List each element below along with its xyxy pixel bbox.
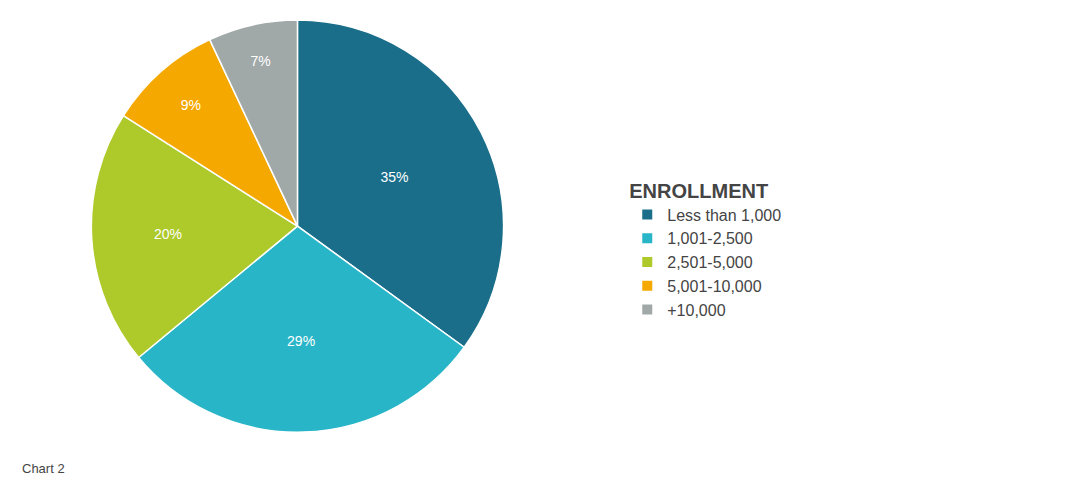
svg-text:Chart 2: Chart 2 [22,461,65,476]
svg-text:Less than 1,000: Less than 1,000 [667,207,781,224]
svg-text:29%: 29% [287,333,315,349]
svg-text:9%: 9% [181,97,201,113]
svg-text:ENROLLMENT: ENROLLMENT [629,180,768,202]
svg-text:20%: 20% [154,226,182,242]
svg-text:5,001-10,000: 5,001-10,000 [667,278,761,295]
svg-text:1,001-2,500: 1,001-2,500 [667,230,753,247]
svg-text:7%: 7% [250,53,270,69]
svg-text:2,501-5,000: 2,501-5,000 [667,254,753,271]
svg-text:+10,000: +10,000 [667,302,725,319]
svg-text:35%: 35% [381,169,409,185]
